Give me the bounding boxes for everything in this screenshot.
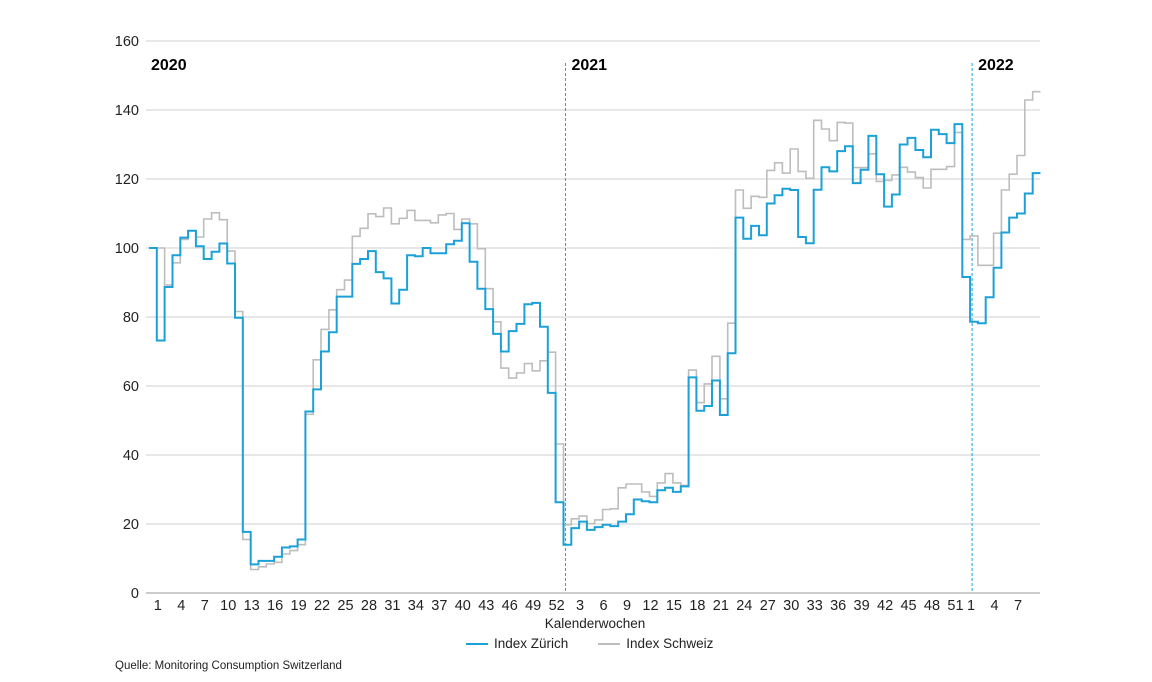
x-tick-label: 25: [337, 598, 353, 614]
x-tick-label: 19: [291, 598, 307, 614]
series-line-index-zurich: [149, 123, 1041, 566]
x-tick-label: 34: [408, 598, 424, 614]
x-axis-labels: 1 4 7 10 13 16 19 22 25 28 31 34 37 40 43 46 49 52 3 6 9 12 15…: [154, 598, 1022, 614]
x-tick-label: 1: [154, 598, 162, 614]
x-tick-label: 1: [967, 598, 975, 614]
x-tick-label: 4: [991, 598, 999, 614]
x-tick-label: 36: [830, 598, 846, 614]
x-tick-label: 51: [947, 598, 963, 614]
x-tick-label: 7: [201, 598, 209, 614]
y-tick-label: 120: [115, 172, 139, 188]
x-tick-label: 33: [807, 598, 823, 614]
x-tick-label: 42: [877, 598, 893, 614]
y-tick-label: 160: [115, 34, 139, 50]
x-tick-label: 9: [623, 598, 631, 614]
y-tick-label: 60: [123, 379, 139, 395]
y-tick-label: 20: [123, 517, 139, 533]
year-dividers: 2020 2021 2022: [151, 57, 1014, 593]
y-tick-label: 0: [131, 586, 139, 602]
x-tick-label: 39: [854, 598, 870, 614]
legend-label-schweiz: Index Schweiz: [626, 636, 714, 651]
legend-swatch-zurich: [466, 642, 488, 645]
x-tick-label: 22: [314, 598, 330, 614]
legend-label-zurich: Index Zürich: [494, 636, 569, 651]
year-label: 2021: [571, 57, 607, 74]
x-tick-label: 52: [549, 598, 565, 614]
series-line-index-schweiz: [149, 90, 1041, 571]
x-tick-label: 28: [361, 598, 377, 614]
x-tick-label: 15: [666, 598, 682, 614]
x-tick-label: 6: [600, 598, 608, 614]
gridlines: [146, 40, 1040, 594]
x-tick-label: 13: [244, 598, 260, 614]
y-axis-labels: 0 20 40 60 80 100 120 140 160: [115, 34, 139, 602]
year-label: 2020: [151, 57, 187, 74]
source-note: Quelle: Monitoring Consumption Switzerla…: [115, 660, 342, 672]
x-tick-label: 21: [713, 598, 729, 614]
x-tick-label: 45: [900, 598, 916, 614]
x-tick-label: 30: [783, 598, 799, 614]
x-tick-label: 18: [689, 598, 705, 614]
y-tick-label: 40: [123, 448, 139, 464]
x-tick-label: 10: [220, 598, 236, 614]
x-tick-label: 3: [576, 598, 584, 614]
legend-swatch-schweiz: [598, 642, 621, 645]
x-tick-label: 37: [431, 598, 447, 614]
x-tick-label: 12: [642, 598, 658, 614]
x-tick-label: 7: [1014, 598, 1022, 614]
legend-item-schweiz: Index Schweiz: [598, 636, 713, 651]
year-label: 2022: [978, 57, 1014, 74]
x-tick-label: 40: [455, 598, 471, 614]
x-axis-title: Kalenderwochen: [544, 616, 646, 631]
x-tick-label: 24: [736, 598, 752, 614]
x-tick-label: 46: [502, 598, 518, 614]
y-tick-label: 140: [115, 103, 139, 119]
series-lines: [149, 90, 1041, 571]
legend-item-zurich: Index Zürich: [466, 636, 568, 651]
x-tick-label: 4: [177, 598, 185, 614]
x-tick-label: 31: [384, 598, 400, 614]
x-tick-label: 16: [267, 598, 283, 614]
y-tick-label: 80: [123, 310, 139, 326]
y-tick-label: 100: [115, 241, 139, 257]
x-tick-label: 48: [924, 598, 940, 614]
legend: Index Zürich Index Schweiz: [466, 636, 713, 651]
x-tick-label: 27: [760, 598, 776, 614]
x-tick-label: 43: [478, 598, 494, 614]
x-tick-label: 49: [525, 598, 541, 614]
